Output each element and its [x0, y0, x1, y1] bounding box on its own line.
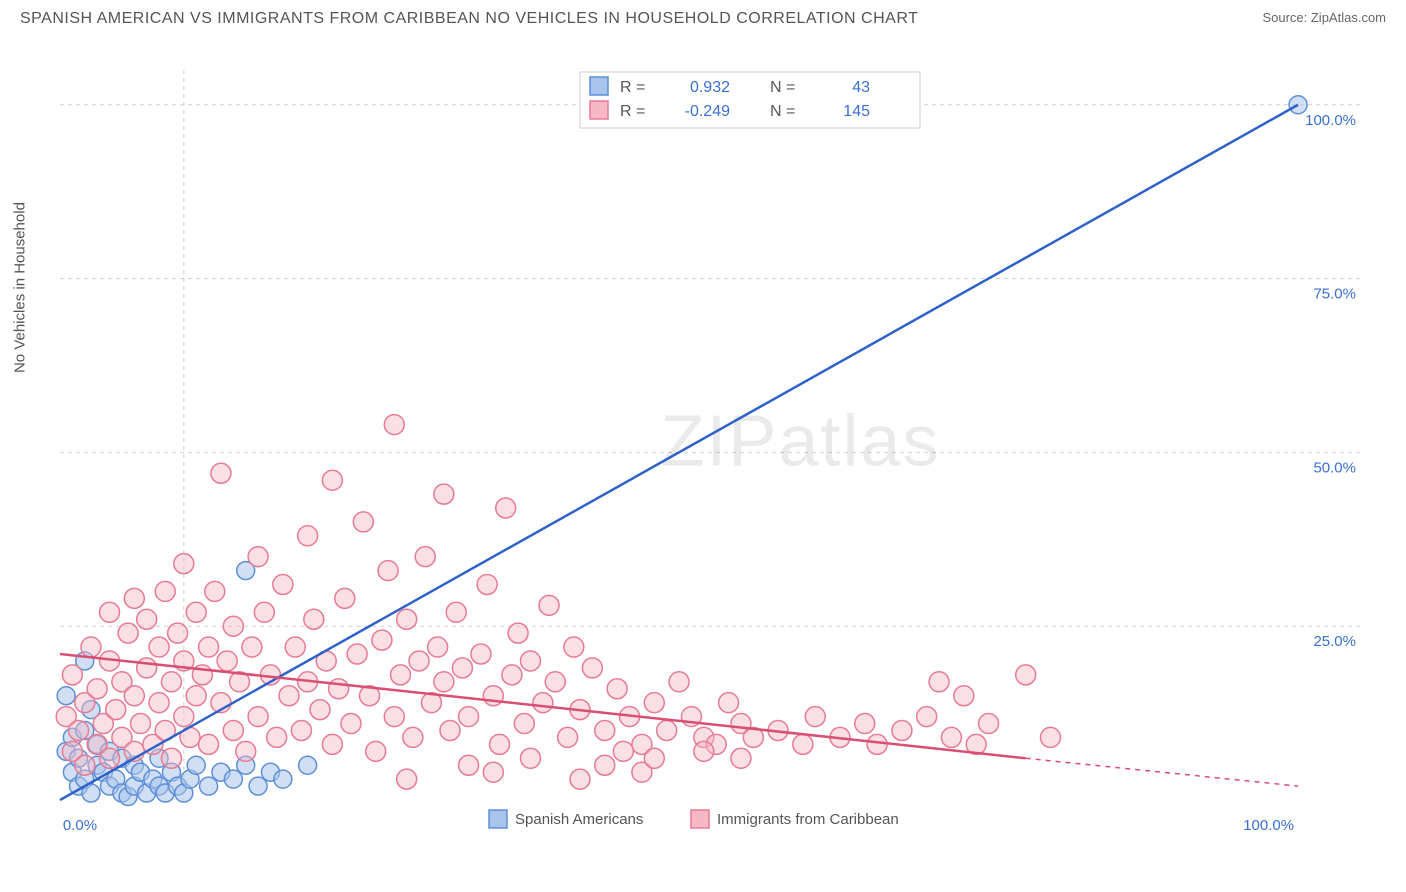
- svg-text:25.0%: 25.0%: [1313, 633, 1356, 650]
- svg-text:Spanish Americans: Spanish Americans: [515, 811, 643, 828]
- svg-text:43: 43: [852, 79, 870, 96]
- chart-title: SPANISH AMERICAN VS IMMIGRANTS FROM CARI…: [20, 10, 918, 28]
- chart-area: No Vehicles in Household 25.0%50.0%75.0%…: [50, 60, 1390, 840]
- svg-text:100.0%: 100.0%: [1305, 112, 1356, 129]
- svg-text:0.932: 0.932: [690, 79, 730, 96]
- svg-text:145: 145: [843, 103, 870, 120]
- svg-text:100.0%: 100.0%: [1243, 817, 1294, 834]
- svg-text:N =: N =: [770, 103, 795, 120]
- svg-text:0.0%: 0.0%: [63, 817, 97, 834]
- correlation-chart-svg: 25.0% 50.0% 75.0% 100.0% ZIPatlas 0.0% 100.0% S…: [50, 60, 1390, 840]
- svg-text:R =: R =: [620, 79, 645, 96]
- svg-text:-0.249: -0.249: [685, 103, 730, 120]
- svg-text:R =: R =: [620, 103, 645, 120]
- svg-text:50.0%: 50.0%: [1313, 459, 1356, 476]
- source-label: Source: ZipAtlas.com: [1262, 10, 1386, 25]
- y-axis-label: No Vehicles in Household: [12, 202, 29, 373]
- svg-text:N =: N =: [770, 79, 795, 96]
- svg-text:Immigrants from Caribbean: Immigrants from Caribbean: [717, 811, 899, 828]
- svg-text:75.0%: 75.0%: [1313, 286, 1356, 303]
- svg-text:ZIPatlas: ZIPatlas: [660, 402, 940, 482]
